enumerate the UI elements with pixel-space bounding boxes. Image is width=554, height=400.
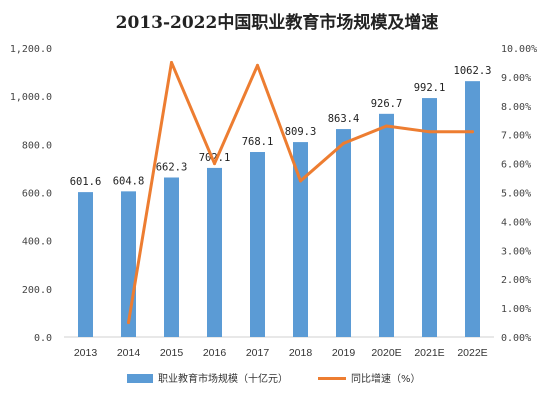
x-tick-label: 2017 <box>246 347 270 359</box>
y-right-tick-label: 6.00% <box>501 160 531 171</box>
bar <box>379 113 394 337</box>
bar <box>78 192 93 337</box>
y-left-tick-label: 1,000.0 <box>10 92 52 103</box>
y-left-tick-label: 600.0 <box>22 189 52 200</box>
y-right-tick-label: 2.00% <box>501 275 531 286</box>
y-right-tick-label: 10.00% <box>501 44 537 55</box>
legend-bar-label: 职业教育市场规模（十亿元） <box>158 372 288 385</box>
x-tick-label: 2015 <box>160 347 184 359</box>
bar-data-label: 1062.3 <box>454 65 492 77</box>
growth-point <box>428 130 431 134</box>
y-right-tick-label: 8.00% <box>501 102 531 113</box>
y-right-tick-label: 9.00% <box>501 73 531 84</box>
y-right-tick-label: 0.00% <box>501 333 531 344</box>
y-left-tick-label: 800.0 <box>22 140 52 151</box>
bar <box>164 177 179 337</box>
y-right-tick-label: 7.00% <box>501 131 531 142</box>
bar-data-label: 992.1 <box>414 82 446 94</box>
x-tick-label: 2014 <box>117 347 141 359</box>
x-tick-label: 2013 <box>74 347 98 359</box>
growth-point <box>299 179 302 183</box>
y-left-tick-label: 0.0 <box>34 333 52 344</box>
growth-point <box>170 60 173 64</box>
bar-data-label: 662.3 <box>156 161 188 173</box>
x-tick-label: 2018 <box>289 347 313 359</box>
legend-bar-swatch <box>127 374 153 383</box>
growth-point <box>256 63 259 67</box>
y-right-tick-label: 5.00% <box>501 189 531 200</box>
y-left-tick-label: 200.0 <box>22 285 52 296</box>
growth-point <box>342 141 345 145</box>
bar-data-label: 601.6 <box>70 176 102 188</box>
legend-line-label: 同比增速（%） <box>351 372 421 385</box>
growth-point <box>213 162 216 166</box>
y-right-tick-label: 3.00% <box>501 246 531 257</box>
y-right-tick-label: 1.00% <box>501 304 531 315</box>
bar <box>422 98 437 338</box>
bar-data-label: 863.4 <box>328 113 360 125</box>
bar <box>336 129 351 337</box>
bar-data-label: 926.7 <box>371 98 403 110</box>
growth-point <box>127 321 130 325</box>
x-tick-label: 2022E <box>457 347 487 359</box>
y-left-tick-label: 1,200.0 <box>10 44 52 55</box>
chart-title: 2013-2022中国职业教育市场规模及增速 <box>115 13 439 33</box>
bar-data-label: 768.1 <box>242 136 274 148</box>
x-tick-label: 2021E <box>414 347 444 359</box>
x-tick-label: 2016 <box>203 347 227 359</box>
x-tick-label: 2020E <box>371 347 401 359</box>
bar-data-label: 702.1 <box>199 152 231 164</box>
bar <box>293 142 308 337</box>
y-left-tick-label: 400.0 <box>22 237 52 248</box>
bar <box>465 81 480 337</box>
growth-point <box>471 130 474 134</box>
x-tick-label: 2019 <box>332 347 356 359</box>
growth-point <box>385 124 388 128</box>
y-right-tick-label: 4.00% <box>501 217 531 228</box>
bar <box>207 167 222 337</box>
bar <box>250 152 265 337</box>
bar-data-label: 809.3 <box>285 126 317 138</box>
bar-data-label: 604.8 <box>113 175 145 187</box>
